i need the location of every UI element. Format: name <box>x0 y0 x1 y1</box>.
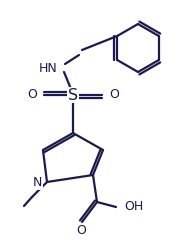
Text: OH: OH <box>124 201 143 213</box>
Text: O: O <box>76 224 86 236</box>
Text: S: S <box>68 88 78 103</box>
Text: N: N <box>33 176 42 189</box>
Text: O: O <box>27 89 37 101</box>
Text: HN: HN <box>39 61 58 75</box>
Text: O: O <box>109 89 119 101</box>
